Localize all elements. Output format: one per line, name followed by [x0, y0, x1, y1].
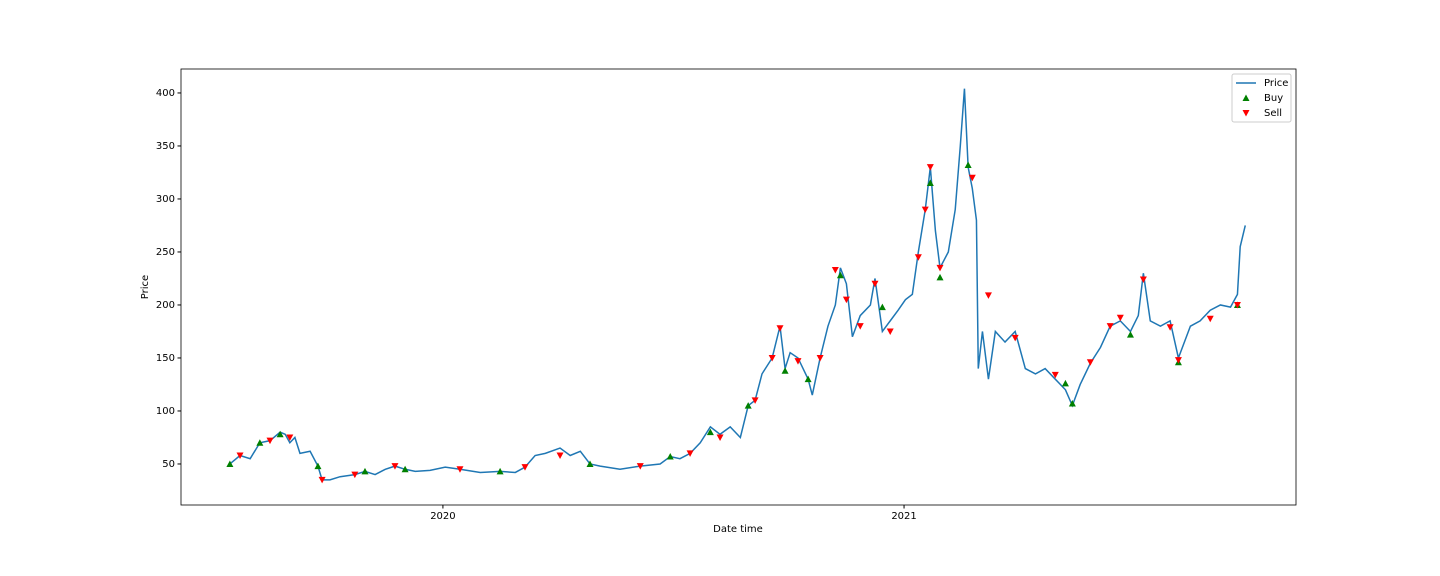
legend-label: Price — [1264, 78, 1288, 89]
marker — [921, 206, 929, 214]
marker — [936, 273, 944, 281]
marker — [794, 358, 802, 365]
marker — [1106, 323, 1114, 330]
marker — [496, 467, 504, 475]
marker — [1166, 324, 1174, 331]
marker — [391, 463, 399, 470]
marker — [781, 367, 789, 374]
marker — [586, 460, 594, 467]
marker — [804, 375, 812, 383]
y-tick-label: 100 — [156, 406, 175, 417]
marker — [286, 434, 294, 441]
marker — [842, 296, 850, 304]
y-tick-label: 50 — [162, 459, 175, 470]
marker — [836, 271, 844, 279]
marker — [226, 460, 234, 467]
y-tick-label: 200 — [156, 300, 175, 311]
marker — [716, 434, 724, 441]
marker — [1139, 276, 1147, 284]
y-tick-label: 350 — [156, 141, 175, 152]
marker — [768, 354, 776, 362]
marker — [351, 471, 359, 479]
marker — [751, 397, 759, 404]
marker — [968, 174, 976, 182]
marker — [706, 428, 714, 436]
marker — [666, 453, 674, 460]
marker — [1233, 301, 1241, 309]
marker — [276, 430, 284, 438]
marker — [1068, 400, 1076, 407]
marker — [776, 325, 784, 332]
marker — [878, 303, 886, 311]
marker — [984, 292, 992, 299]
marker — [831, 266, 839, 274]
marker — [816, 354, 824, 362]
marker — [871, 280, 879, 288]
y-tick-label: 250 — [156, 247, 175, 258]
marker — [456, 466, 464, 473]
marker — [926, 164, 934, 171]
x-tick-label: 2020 — [430, 511, 455, 522]
y-axis-label: Price — [140, 275, 151, 299]
marker — [1051, 371, 1059, 379]
marker — [744, 402, 752, 409]
marker — [361, 467, 369, 475]
marker — [556, 452, 564, 459]
marker — [936, 264, 944, 272]
marker — [314, 462, 322, 470]
marker — [886, 328, 894, 335]
marker — [1011, 334, 1019, 342]
legend-label: Buy — [1264, 93, 1283, 104]
marker — [1061, 379, 1069, 387]
marker — [401, 465, 409, 473]
legend-marker — [1242, 94, 1250, 101]
legend-label: Sell — [1264, 108, 1282, 119]
marker — [256, 439, 264, 446]
marker — [964, 161, 972, 169]
plot-frame — [180, 68, 1297, 506]
marker — [636, 463, 644, 470]
marker — [1086, 359, 1094, 366]
marker — [1206, 315, 1214, 323]
legend-marker — [1242, 110, 1250, 117]
marker — [926, 179, 934, 187]
y-tick-label: 300 — [156, 194, 175, 205]
marker — [266, 437, 274, 445]
marker — [236, 452, 244, 459]
x-tick-label: 2021 — [891, 511, 916, 522]
y-tick-label: 400 — [156, 88, 175, 99]
marker — [1174, 357, 1182, 364]
marker — [914, 254, 922, 261]
marker — [1116, 314, 1124, 322]
marker — [521, 464, 529, 471]
marker — [318, 476, 326, 484]
x-axis-label: Date time — [713, 524, 763, 535]
price-line — [229, 88, 1247, 481]
y-tick-label: 150 — [156, 353, 175, 364]
marker — [1126, 331, 1134, 338]
marker — [686, 450, 694, 457]
marker — [856, 323, 864, 330]
